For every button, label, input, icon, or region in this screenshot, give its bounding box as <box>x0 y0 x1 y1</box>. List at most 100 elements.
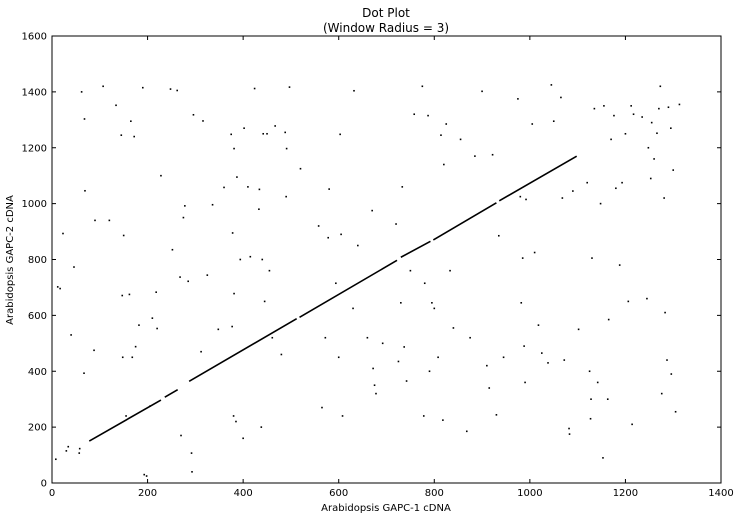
dot-point-64 <box>242 437 244 440</box>
dot-point-196 <box>672 169 675 171</box>
dot-point-101 <box>373 384 376 387</box>
dot-point-105 <box>397 360 400 363</box>
dot-point-65 <box>243 127 245 129</box>
dot-point-176 <box>627 300 630 303</box>
dot-point-11 <box>83 372 85 375</box>
dot-point-53 <box>217 328 220 331</box>
dot-point-130 <box>481 90 483 93</box>
dot-point-62 <box>236 176 238 178</box>
dot-point-29 <box>138 324 140 326</box>
dot-point-178 <box>631 423 633 426</box>
dot-point-39 <box>171 248 174 251</box>
dot-point-129 <box>474 155 476 157</box>
dot-point-41 <box>179 276 181 278</box>
dot-point-174 <box>621 181 623 184</box>
dot-point-68 <box>253 87 256 90</box>
diagonal-segment-6 <box>498 155 578 202</box>
dot-point-183 <box>649 177 652 180</box>
dot-point-69 <box>258 208 260 211</box>
dot-point-67 <box>249 255 252 258</box>
dot-point-37 <box>160 174 162 177</box>
dot-point-40 <box>176 89 178 92</box>
dot-point-88 <box>327 236 330 239</box>
dot-point-123 <box>445 123 448 125</box>
dot-point-82 <box>285 147 288 150</box>
dot-point-158 <box>586 181 588 184</box>
dot-point-80 <box>284 131 286 134</box>
dot-point-0 <box>55 458 57 461</box>
dot-point-104 <box>395 223 397 225</box>
dot-point-121 <box>442 419 444 421</box>
x-tick-label-7: 1400 <box>708 488 733 499</box>
dot-point-149 <box>550 84 553 86</box>
dot-point-55 <box>230 133 232 136</box>
dot-point-20 <box>121 294 124 297</box>
chart-title: Dot Plot <box>362 6 410 20</box>
dot-point-189 <box>660 392 663 395</box>
dot-point-98 <box>366 336 369 339</box>
dot-point-3 <box>62 232 64 235</box>
dot-point-171 <box>613 114 615 117</box>
dot-point-186 <box>656 132 658 135</box>
dot-point-167 <box>603 105 605 107</box>
dot-point-76 <box>268 269 271 272</box>
dot-point-107 <box>401 186 404 188</box>
dot-point-49 <box>200 350 202 353</box>
dot-point-33 <box>149 405 151 407</box>
dot-point-139 <box>520 302 523 304</box>
dot-point-90 <box>335 282 337 285</box>
dot-point-56 <box>231 325 233 328</box>
dot-point-42 <box>180 434 182 437</box>
y-tick-label-6: 1200 <box>22 143 47 154</box>
dot-point-100 <box>372 367 374 370</box>
dot-point-194 <box>670 127 672 129</box>
dot-point-144 <box>531 123 534 125</box>
dot-point-161 <box>590 398 592 400</box>
x-tick-label-3: 600 <box>329 488 348 499</box>
dot-point-13 <box>84 189 86 192</box>
dot-point-92 <box>339 133 341 136</box>
dot-point-141 <box>523 345 525 347</box>
x-tick-label-0: 0 <box>49 488 55 499</box>
x-axis-title: Arabidopsis GAPC-1 cDNA <box>321 503 451 514</box>
chart-subtitle: (Window Radius = 3) <box>323 21 449 35</box>
dot-point-188 <box>659 85 662 88</box>
dot-point-51 <box>206 274 209 276</box>
dot-point-19 <box>120 134 123 136</box>
dot-point-59 <box>233 147 235 150</box>
dot-point-179 <box>632 113 635 116</box>
dot-point-140 <box>521 257 524 259</box>
dot-point-102 <box>375 392 377 395</box>
dot-point-177 <box>630 105 632 107</box>
dot-point-187 <box>658 107 660 110</box>
dot-point-14 <box>93 349 95 352</box>
dot-point-166 <box>602 457 604 459</box>
y-tick-label-8: 1600 <box>22 32 47 43</box>
dot-point-112 <box>421 85 424 88</box>
dot-point-54 <box>223 186 225 189</box>
dot-point-165 <box>599 202 602 205</box>
dot-point-191 <box>664 311 666 314</box>
dot-point-78 <box>274 125 276 127</box>
y-tick-label-1: 200 <box>28 423 47 434</box>
dot-point-135 <box>497 234 500 237</box>
dot-point-169 <box>607 318 610 321</box>
y-axis-title: Arabidopsis GAPC-2 cDNA <box>5 195 16 325</box>
dot-point-4 <box>65 450 68 452</box>
dot-point-81 <box>285 195 287 198</box>
dot-point-119 <box>437 356 439 359</box>
dot-point-142 <box>524 381 526 384</box>
dot-point-91 <box>337 356 340 359</box>
x-tick-label-2: 400 <box>234 488 253 499</box>
dot-point-66 <box>247 186 249 188</box>
dot-point-93 <box>340 233 342 236</box>
dot-point-134 <box>495 414 498 416</box>
dot-point-181 <box>646 297 648 300</box>
dot-point-45 <box>187 280 189 283</box>
dot-point-113 <box>422 415 425 417</box>
dot-point-132 <box>488 387 491 389</box>
dot-point-36 <box>156 327 158 330</box>
dot-point-111 <box>413 113 416 116</box>
dot-point-71 <box>260 426 263 428</box>
